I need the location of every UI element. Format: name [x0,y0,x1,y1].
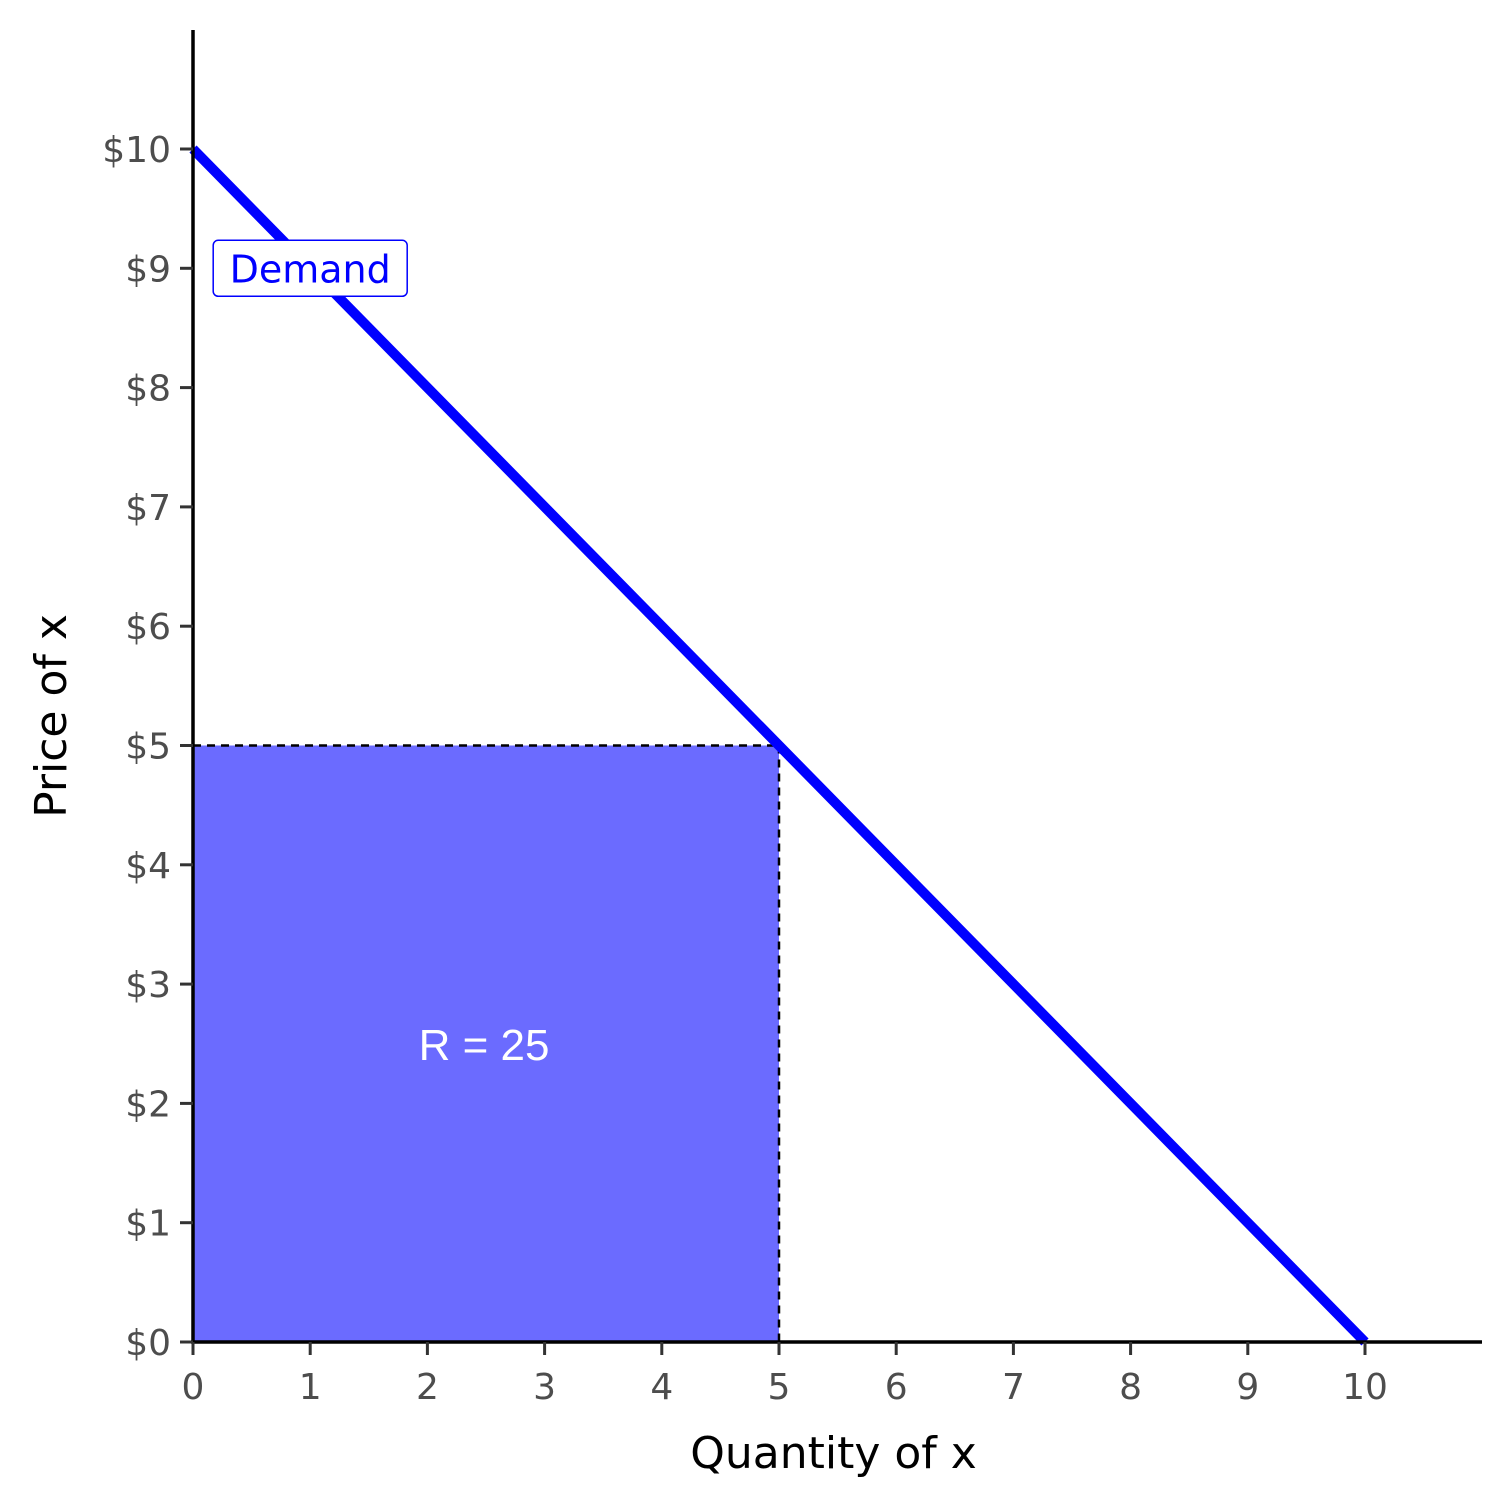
y-tick-label: $4 [125,846,171,887]
x-tick-label: 8 [1119,1367,1142,1408]
guide-lines-layer [193,744,781,1342]
y-tick-label: $10 [102,130,171,171]
y-tick-label: $1 [125,1204,171,1245]
y-tick-label: $6 [125,607,171,648]
demand-label-box [212,239,408,298]
x-tick-label: 6 [885,1367,908,1408]
labels-layer: Quantity of x Price of x [26,614,977,1479]
x-tick-label: 4 [650,1367,673,1408]
x-tick-label: 9 [1236,1367,1259,1408]
y-ticks-layer: $0 $1 $2 $3 $4 $5 $6 $7 $8 $9 $10 [102,130,193,1364]
series-layer [189,145,1369,1346]
axes-layer [191,30,1482,1344]
x-tick-label: 1 [299,1367,322,1408]
y-tick-label: $2 [125,1084,171,1125]
revenue-area [193,745,779,1342]
y-tick-label: $3 [125,965,171,1006]
x-ticks-layer: 0 1 2 3 4 5 6 7 8 9 10 [182,1342,1388,1408]
revenue-area-layer [193,745,779,1342]
x-tick-label: 3 [533,1367,556,1408]
demand-line [189,145,1369,1346]
x-tick-label: 2 [416,1367,439,1408]
x-tick-label: 0 [182,1367,205,1408]
y-tick-label: $7 [125,488,171,529]
demand-label-text: Demand [230,247,391,291]
y-axis-title: Price of x [26,614,77,818]
y-tick-label: $9 [125,249,171,290]
x-tick-label: 7 [1002,1367,1025,1408]
demand-label-group: Demand [212,239,408,298]
x-tick-label: 10 [1342,1367,1388,1408]
x-tick-label: 5 [768,1367,791,1408]
y-tick-label: $8 [125,369,171,410]
y-tick-label: $0 [125,1323,171,1364]
y-tick-label: $5 [125,727,171,768]
revenue-annotation: R = 25 [419,1021,550,1070]
x-axis-title: Quantity of x [690,1428,977,1479]
